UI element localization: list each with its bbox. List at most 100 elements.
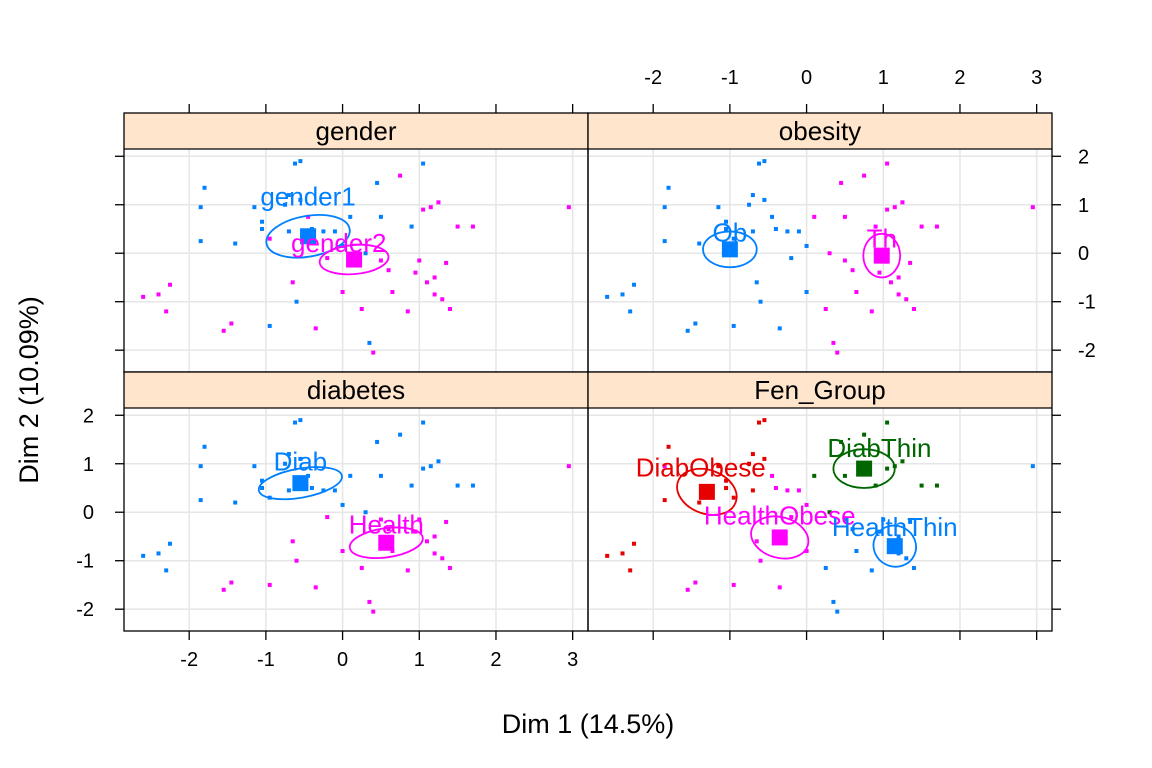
data-point <box>267 582 272 587</box>
data-point <box>202 444 207 449</box>
data-point <box>267 236 272 241</box>
data-point <box>156 551 161 556</box>
data-point <box>293 420 298 425</box>
data-point <box>440 297 445 302</box>
data-point <box>662 205 667 210</box>
category-label: Ob <box>713 217 748 247</box>
data-point <box>842 517 847 522</box>
panels-layer: gender gender1 gender2 obesity Ob Th diabetes D… <box>123 112 1053 632</box>
data-point <box>371 609 376 614</box>
data-point <box>731 582 736 587</box>
data-point <box>823 306 828 311</box>
data-point <box>348 214 353 219</box>
confidence-ellipse <box>832 448 896 489</box>
data-point <box>896 275 901 280</box>
confidence-ellipse <box>750 515 810 560</box>
y-tick-label-right: 2 <box>1078 146 1089 168</box>
data-point <box>666 185 671 190</box>
data-point <box>283 202 288 207</box>
data-point <box>881 517 886 522</box>
data-point <box>827 251 832 256</box>
data-point <box>398 432 403 437</box>
data-point <box>447 306 452 311</box>
data-point <box>375 439 380 444</box>
data-point <box>850 268 855 273</box>
data-point <box>332 229 337 234</box>
data-point <box>348 473 353 478</box>
data-point <box>455 483 460 488</box>
data-point <box>413 529 418 534</box>
data-point <box>762 456 767 461</box>
data-point <box>892 205 897 210</box>
data-point <box>233 500 238 505</box>
data-point <box>750 229 755 234</box>
data-point <box>290 280 295 285</box>
data-point <box>831 340 836 345</box>
data-point <box>854 549 859 554</box>
data-point <box>363 510 368 515</box>
axes-layer: -2 -1 0 1 2 3 -2 -1 0 1 2 3 -2 -1 0 1 2 -2 -1 0 1 2 <box>76 67 1096 671</box>
panel-frame <box>587 112 1053 373</box>
data-point <box>731 495 736 500</box>
data-point <box>421 420 426 425</box>
data-point <box>141 553 146 558</box>
category-centroid <box>856 460 873 477</box>
data-point <box>229 580 234 585</box>
data-point <box>842 473 847 478</box>
data-point <box>432 275 437 280</box>
category-label: Th <box>867 224 897 254</box>
category-centroid <box>886 538 903 555</box>
y-axis-title: Dim 2 (10.09%) <box>14 296 44 484</box>
data-point <box>428 205 433 210</box>
x-tick-label-top: -1 <box>721 67 739 89</box>
data-point <box>934 483 939 488</box>
data-point <box>198 498 203 503</box>
confidence-ellipse <box>257 466 343 501</box>
x-tick-label: 0 <box>337 649 348 671</box>
data-point <box>758 558 763 563</box>
strip-title: obesity <box>779 116 861 146</box>
data-point <box>777 585 782 590</box>
data-point <box>862 173 867 178</box>
data-point <box>731 323 736 328</box>
data-point <box>754 280 759 285</box>
data-point <box>685 328 690 333</box>
data-point <box>632 282 637 287</box>
data-point <box>731 236 736 241</box>
data-point <box>386 527 391 532</box>
category-centroid <box>873 247 890 264</box>
data-point <box>850 527 855 532</box>
plot-area <box>124 408 588 631</box>
confidence-ellipse <box>702 230 758 269</box>
data-point <box>286 193 291 198</box>
strip-background <box>588 113 1052 149</box>
data-point <box>762 197 767 202</box>
category-centroid <box>292 475 309 492</box>
data-point <box>869 568 874 573</box>
x-tick-label: -2 <box>180 649 198 671</box>
data-point <box>313 326 318 331</box>
data-point <box>804 290 809 295</box>
strip-background <box>124 372 588 408</box>
plot-area <box>588 149 1052 372</box>
data-point <box>804 502 809 507</box>
data-point <box>770 473 775 478</box>
category-label: HealthThin <box>832 512 958 542</box>
data-point <box>363 251 368 256</box>
data-point <box>340 290 345 295</box>
data-point <box>862 432 867 437</box>
data-point <box>605 294 610 299</box>
data-point <box>835 609 840 614</box>
data-point <box>804 243 809 248</box>
data-point <box>757 161 762 166</box>
plot-area <box>124 149 588 372</box>
data-point <box>566 205 571 210</box>
data-point <box>198 205 203 210</box>
x-tick-label: 2 <box>490 649 501 671</box>
data-point <box>758 299 763 304</box>
data-point <box>252 464 257 469</box>
data-point <box>313 585 318 590</box>
data-point <box>198 464 203 469</box>
y-tick-label-right: -2 <box>1078 340 1096 362</box>
